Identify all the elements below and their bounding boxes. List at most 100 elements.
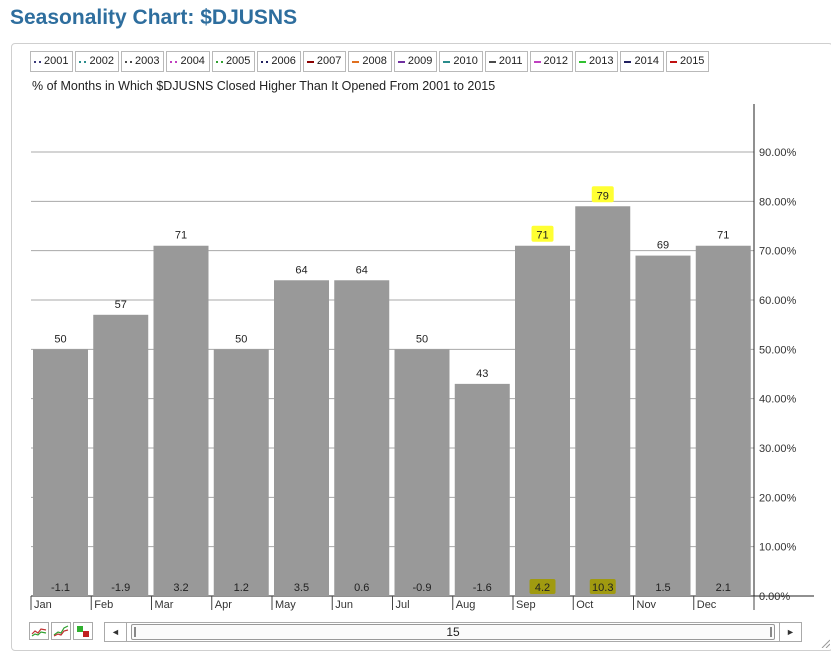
line-chart-icon [31, 628, 47, 637]
period-scroller[interactable]: ◄ 15 ► [104, 622, 802, 642]
avg-return-label: -1.9 [111, 582, 130, 594]
legend-swatch [397, 60, 405, 63]
bar-may[interactable] [274, 280, 329, 596]
y-tick-label: 70.00% [759, 246, 797, 258]
x-tick-label: Jul [396, 599, 410, 611]
legend-item-2011[interactable]: 2011 [484, 51, 528, 72]
bar-feb[interactable] [93, 314, 149, 596]
legend-item-2014[interactable]: 2014 [620, 51, 664, 72]
legend-swatch [578, 60, 586, 63]
bar-chart-tool[interactable] [73, 622, 93, 640]
legend-label: 2014 [634, 55, 659, 67]
legend-swatch [34, 60, 41, 63]
bar-jul[interactable] [394, 349, 450, 596]
return-highlight [529, 579, 556, 594]
legend-item-2002[interactable]: 2002 [75, 51, 119, 72]
avg-return-label: 1.2 [234, 582, 249, 594]
y-tick-label: 20.00% [759, 492, 797, 504]
bar-sep[interactable] [515, 245, 570, 596]
y-tick-label: 60.00% [759, 295, 797, 307]
bar-dec[interactable] [695, 245, 751, 596]
legend-label: 2005 [225, 55, 251, 67]
legend-label: 2008 [362, 55, 387, 67]
x-tick-label: Dec [697, 599, 717, 611]
avg-return-label: 3.5 [294, 582, 309, 594]
x-tick-label: Jan [34, 599, 52, 611]
bar-apr[interactable] [213, 349, 269, 596]
bar-value-label: 64 [295, 264, 307, 276]
legend-swatch [124, 60, 132, 63]
legend-swatch [669, 60, 677, 63]
avg-return-label: 4.2 [535, 582, 550, 594]
x-tick-label: Aug [456, 599, 476, 611]
avg-return-label: 2.1 [716, 582, 731, 594]
bar-aug[interactable] [454, 383, 510, 596]
legend-swatch [306, 60, 314, 63]
bar-value-label: 50 [416, 333, 428, 345]
resize-grip-icon[interactable] [820, 638, 830, 648]
bar-mar[interactable] [153, 245, 209, 596]
legend-item-2003[interactable]: 2003 [120, 51, 165, 72]
avg-return-label: -1.1 [51, 582, 70, 594]
legend-swatch [79, 60, 87, 63]
y-tick-label: 80.00% [759, 196, 797, 208]
legend-label: 2010 [453, 55, 478, 67]
year-legend: 2001 2002 2003 2004 2005 2006 2007 2008 2009 2010… [30, 51, 711, 72]
page-title: Seasonality Chart: $DJUSNS [10, 6, 298, 29]
avg-return-label: 10.3 [592, 582, 613, 594]
bar-value-label: 71 [717, 230, 729, 242]
line-chart-tool[interactable] [29, 622, 49, 640]
legend-label: 2007 [316, 55, 342, 67]
x-tick-label: May [275, 599, 296, 611]
legend-item-2001[interactable]: 2001 [30, 51, 74, 72]
chart-subtitle: % of Months in Which $DJUSNS Closed High… [32, 79, 496, 93]
bar-value-label: 64 [356, 264, 368, 276]
legend-swatch [533, 60, 541, 63]
chart-panel: 2001 2002 2003 2004 2005 2006 2007 2008 2009 2010… [11, 43, 831, 651]
avg-return-label: -0.9 [413, 582, 432, 594]
legend-label: 2012 [543, 55, 568, 67]
bar-jan[interactable] [33, 349, 88, 596]
bar-nov[interactable] [635, 255, 691, 596]
grip-icon [770, 627, 772, 637]
legend-item-2007[interactable]: 2007 [302, 51, 347, 72]
legend-label: 2001 [44, 55, 69, 67]
x-tick-label: Jun [335, 599, 353, 611]
return-highlight [589, 579, 616, 594]
legend-label: 2009 [407, 55, 433, 67]
bar-value-label: 79 [597, 190, 609, 202]
chart-tools [29, 622, 95, 640]
legend-item-2006[interactable]: 2006 [257, 51, 301, 72]
scroll-right-button[interactable]: ► [779, 623, 801, 641]
x-tick-label: Feb [94, 599, 113, 611]
legend-swatch [624, 60, 632, 63]
bar-value-label: 71 [175, 230, 187, 242]
legend-swatch [215, 60, 223, 63]
y-tick-label: 40.00% [759, 394, 797, 406]
legend-label: 2011 [498, 55, 523, 67]
y-tick-label: 30.00% [759, 443, 797, 455]
seasonality-chart: 0.00% 10.00% 20.00% 30.00% 40.00% 50.00% 60.00… [30, 104, 814, 611]
legend-item-2012[interactable]: 2012 [529, 51, 573, 72]
legend-item-2004[interactable]: 2004 [166, 51, 210, 72]
scroll-thumb[interactable]: 15 [131, 624, 775, 640]
y-tick-label: 90.00% [759, 147, 797, 159]
legend-item-2015[interactable]: 2015 [665, 51, 710, 72]
legend-item-2005[interactable]: 2005 [211, 51, 256, 72]
bar-jun[interactable] [334, 280, 390, 596]
compare-chart-icon [53, 625, 69, 637]
bar-value-label: 43 [476, 368, 488, 380]
compare-chart-tool[interactable] [51, 622, 71, 640]
y-tick-label: 0.00% [759, 591, 790, 603]
bar-value-label: 71 [536, 230, 548, 242]
legend-item-2010[interactable]: 2010 [439, 51, 483, 72]
legend-item-2008[interactable]: 2008 [348, 51, 392, 72]
y-tick-label: 10.00% [759, 542, 797, 554]
scroll-track[interactable]: 15 [127, 623, 779, 641]
scroll-left-button[interactable]: ◄ [105, 623, 127, 641]
legend-label: 2013 [588, 55, 614, 67]
legend-item-2009[interactable]: 2009 [393, 51, 438, 72]
bar-value-label: 57 [115, 299, 127, 311]
bar-oct[interactable] [575, 206, 631, 596]
legend-item-2013[interactable]: 2013 [574, 51, 619, 72]
